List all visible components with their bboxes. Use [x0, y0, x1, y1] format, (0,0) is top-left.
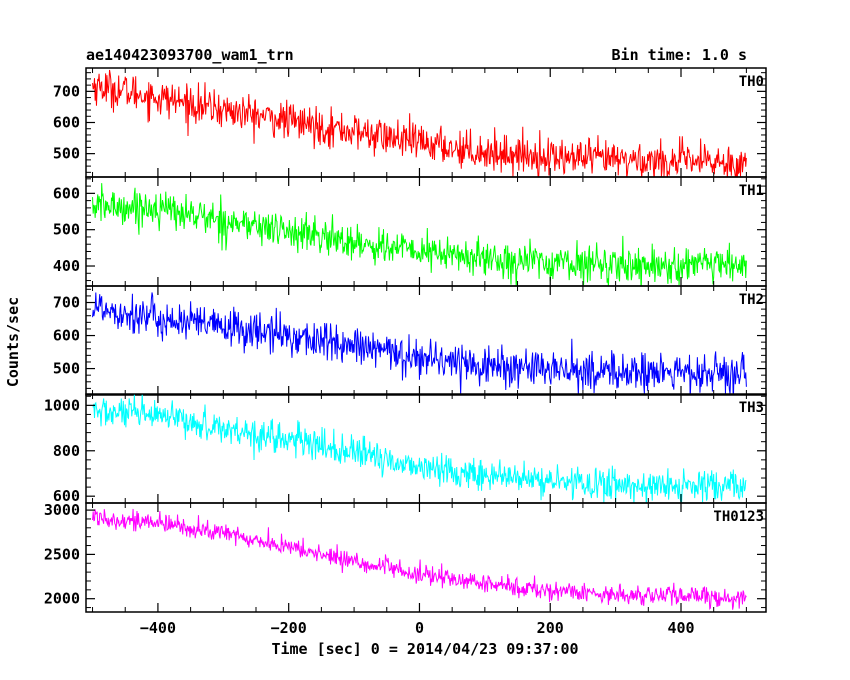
x-tick-label: 0: [415, 619, 424, 637]
series-line-th3: [92, 394, 747, 503]
y-tick-label: 2500: [44, 545, 80, 563]
panel-label-th0: TH0: [739, 74, 764, 90]
series-line-th0: [92, 69, 747, 177]
y-tick-label: 3000: [44, 501, 80, 519]
y-tick-label: 1000: [44, 396, 80, 414]
y-tick-label: 600: [53, 487, 80, 505]
y-tick-label: 600: [53, 114, 80, 132]
series-line-th1: [92, 183, 747, 286]
panel-frame: [85, 176, 767, 287]
panel-label-th3: TH3: [739, 400, 764, 416]
panel-frame: [85, 502, 767, 613]
panel-label-th1: TH1: [739, 183, 764, 199]
panel-th2: 500 600 700 TH2: [53, 285, 767, 396]
y-axis-label: Counts/sec: [4, 297, 22, 387]
y-tick-label: 600: [53, 184, 80, 202]
panel-frame: [85, 285, 767, 396]
y-tick-label: 700: [53, 82, 80, 100]
panels-group: 500 600 700 TH0 400 500 600 TH1 500 600 700 TH2 600 8…: [44, 67, 767, 613]
y-tick-label: 2000: [44, 590, 80, 608]
panel-label-th0123: TH0123: [713, 509, 764, 525]
panel-th3: 600 800 1000 TH3: [44, 393, 767, 505]
y-tick-label: 500: [53, 360, 80, 378]
x-tick-label: −400: [140, 619, 176, 637]
x-tick-label: 200: [537, 619, 564, 637]
y-tick-label: 700: [53, 294, 80, 312]
y-tick-label: 800: [53, 442, 80, 460]
bin-time-label: Bin time: 1.0 s: [612, 46, 747, 64]
series-line-th2: [92, 292, 747, 395]
chart-title: ae140423093700_wam1_trn: [86, 46, 294, 64]
x-axis-tick-labels: −400 −200 0 200 400: [140, 619, 695, 637]
panel-th0: 500 600 700 TH0: [53, 67, 767, 178]
y-tick-label: 500: [53, 221, 80, 239]
panel-label-th2: TH2: [739, 292, 764, 308]
y-tick-label: 500: [53, 145, 80, 163]
y-tick-label: 400: [53, 257, 80, 275]
x-axis-label: Time [sec] 0 = 2014/04/23 09:37:00: [271, 640, 578, 658]
series-line-th0123: [92, 508, 747, 611]
x-tick-label: −200: [271, 619, 307, 637]
x-tick-label: 400: [667, 619, 694, 637]
panel-th1: 400 500 600 TH1: [53, 176, 767, 287]
y-tick-label: 600: [53, 327, 80, 345]
panel-th0123: 2000 2500 3000 TH0123: [44, 501, 767, 613]
